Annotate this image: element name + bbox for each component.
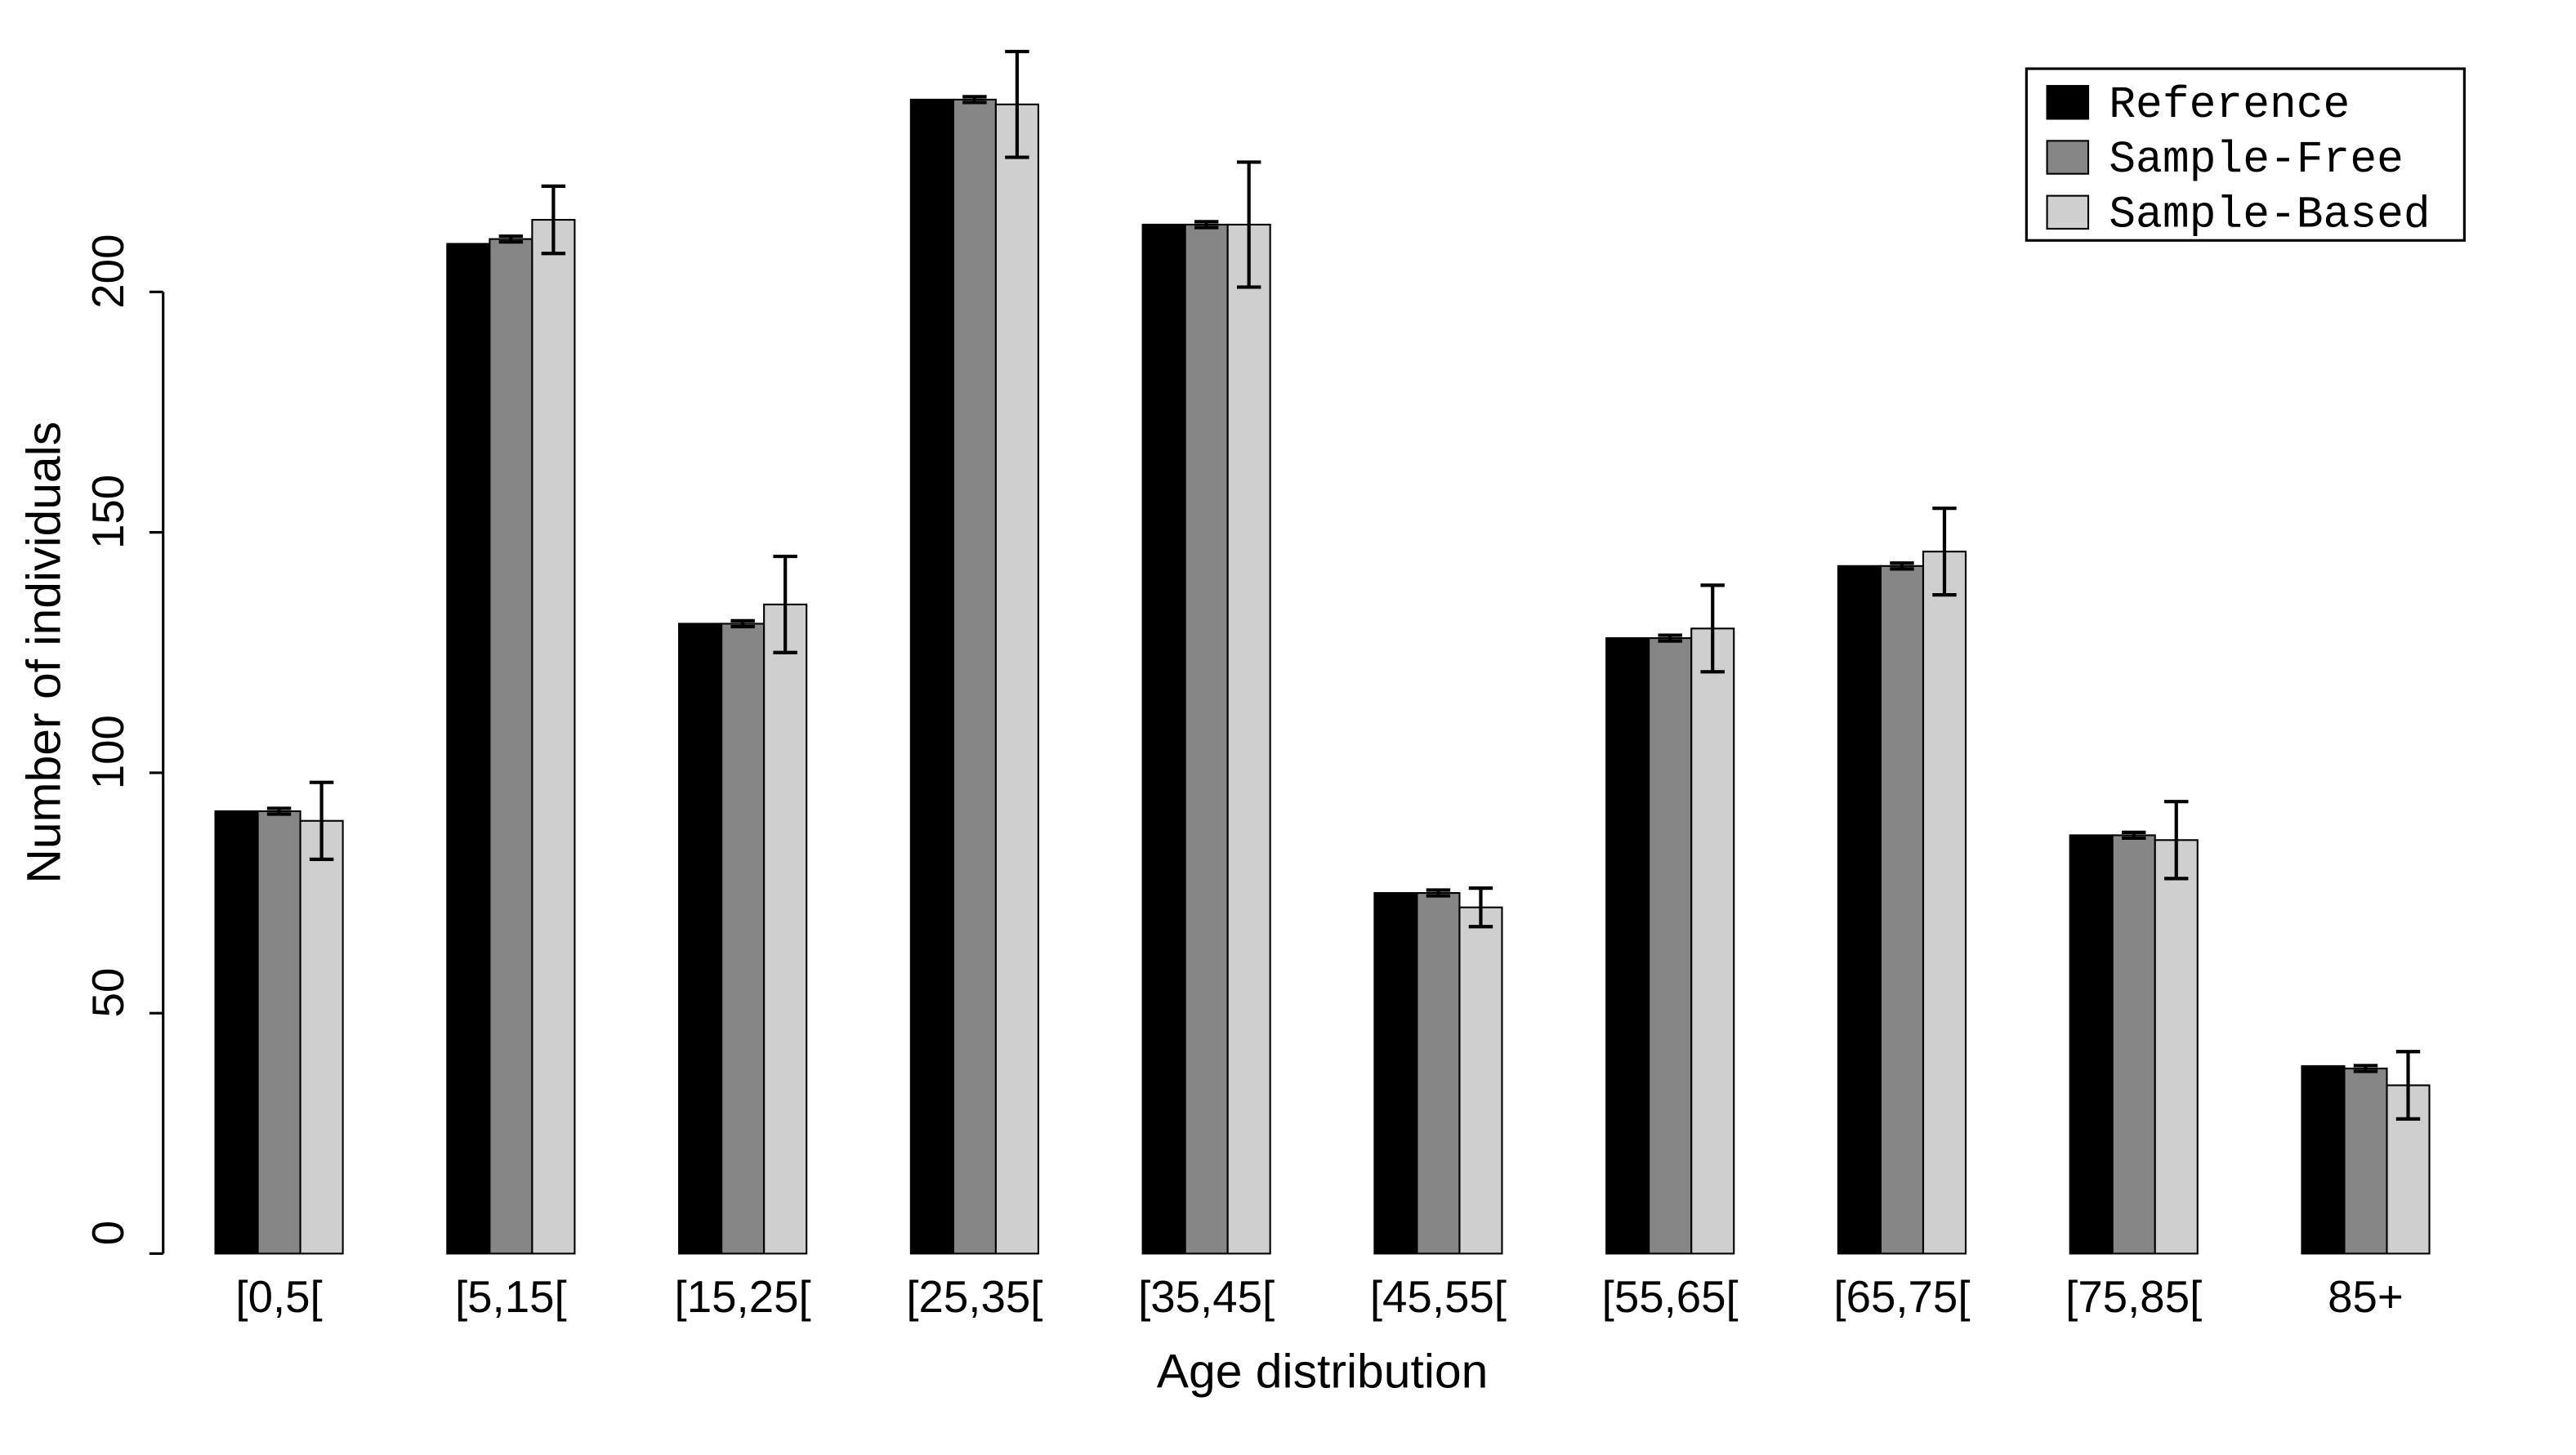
legend-label: Sample-Based (2109, 190, 2430, 240)
x-tick-label: [45,55[ (1370, 1272, 1507, 1322)
chart-svg: 0 50 100 150 200 Number of individuals [0,5[ [5… (0, 0, 2576, 1443)
bar (1649, 638, 1691, 1253)
y-tick-label: 100 (83, 715, 133, 789)
y-tick-label: 0 (83, 1221, 133, 1245)
bar (2155, 840, 2198, 1253)
legend-swatch (2047, 86, 2088, 118)
x-tick-label: [15,25[ (675, 1272, 811, 1322)
bar (1417, 893, 1459, 1253)
bar (1881, 566, 1923, 1254)
x-tick-label: [0,5[ (235, 1272, 322, 1322)
x-axis-label: Age distribution (1157, 1345, 1489, 1398)
bar (2070, 835, 2113, 1253)
bar (1143, 225, 1185, 1254)
x-tick-label: 85+ (2328, 1272, 2404, 1322)
bar (996, 105, 1038, 1254)
y-axis-label: Number of individuals (18, 422, 71, 884)
age-distribution-chart: 0 50 100 150 200 Number of individuals [0,5[ [5… (0, 0, 2576, 1443)
bar (1228, 225, 1270, 1254)
y-tick-label: 50 (83, 968, 133, 1018)
bar (301, 821, 343, 1254)
bar (953, 100, 996, 1254)
bar (258, 811, 301, 1253)
x-tick-label: [55,65[ (1602, 1272, 1739, 1322)
bar (1185, 225, 1228, 1254)
bar (1923, 551, 1966, 1253)
bar (2344, 1069, 2386, 1254)
bar (447, 243, 489, 1253)
bar (489, 239, 532, 1254)
bar (532, 220, 574, 1253)
bar (679, 623, 721, 1253)
bar (2113, 835, 2155, 1253)
bar (764, 605, 806, 1254)
legend-swatch (2047, 196, 2088, 229)
x-tick-label: [65,75[ (1833, 1272, 1970, 1322)
bar (1606, 638, 1649, 1253)
x-tick-label: [5,15[ (455, 1272, 567, 1322)
bar (216, 811, 258, 1253)
x-tick-label: [25,35[ (906, 1272, 1042, 1322)
bar (1838, 566, 1881, 1254)
bar (911, 100, 953, 1254)
x-tick-label: [75,85[ (2065, 1272, 2202, 1322)
bar (721, 623, 764, 1253)
y-tick-label: 150 (83, 475, 133, 549)
bar (1374, 893, 1417, 1253)
bar (1691, 628, 1734, 1253)
legend-label: Reference (2109, 81, 2350, 131)
bar (2301, 1066, 2344, 1254)
legend-label: Sample-Free (2109, 136, 2404, 185)
bar (1459, 908, 1502, 1254)
legend-swatch (2047, 141, 2088, 173)
y-tick-label: 200 (83, 234, 133, 309)
x-tick-label: [35,45[ (1138, 1272, 1275, 1322)
